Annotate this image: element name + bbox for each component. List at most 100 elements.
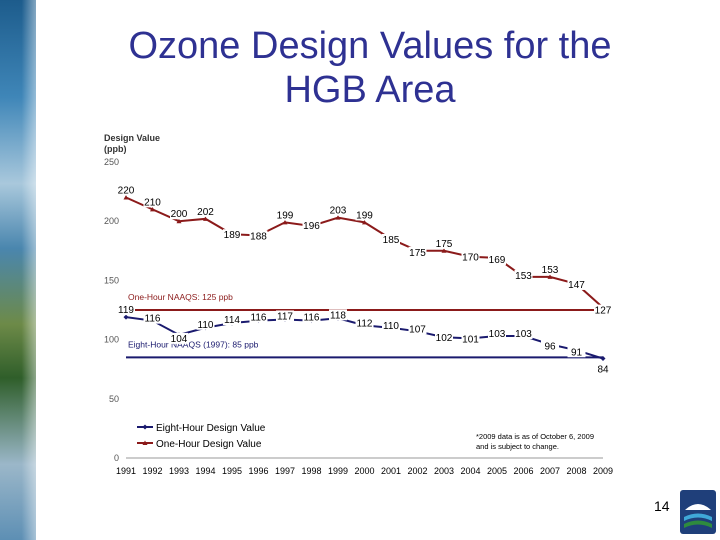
data-label-background: [461, 333, 480, 345]
data-label-background: [276, 310, 294, 322]
x-tick-label: 2001: [381, 466, 401, 476]
y-tick-label: 100: [104, 335, 119, 345]
data-label-background: [541, 263, 559, 275]
one-hour-data-label: 153: [542, 265, 559, 276]
data-label-background: [355, 317, 374, 329]
data-label-background: [461, 251, 480, 263]
eight-hour-data-label: 101: [462, 334, 479, 345]
data-label-background: [567, 346, 586, 358]
y-tick-label: 250: [104, 157, 119, 167]
eight-hour-data-label: 102: [436, 333, 453, 344]
data-label-background: [594, 304, 612, 316]
eight-hour-data-label: 110: [383, 321, 399, 332]
data-label-background: [514, 269, 533, 281]
data-label-background: [567, 278, 586, 290]
x-tick-label: 2005: [487, 466, 507, 476]
one-hour-data-label: 189: [224, 230, 241, 241]
one-hour-point: [203, 216, 208, 221]
one-hour-data-label: 185: [383, 235, 400, 246]
y-tick-label: 200: [104, 216, 119, 226]
one-hour-data-label: 220: [118, 186, 135, 197]
y-tick-label: 0: [114, 453, 119, 463]
eight-hour-data-label: 116: [304, 313, 320, 324]
one-hour-point: [123, 195, 129, 200]
x-tick-label: 2008: [566, 466, 586, 476]
eight-hour-data-label: 112: [357, 318, 373, 329]
one-hour-point: [150, 206, 155, 212]
one-hour-point: [282, 219, 288, 225]
eight-hour-point: [123, 314, 129, 320]
one-hour-data-label: 169: [489, 255, 506, 266]
one-hour-point: [176, 218, 182, 224]
data-label-background: [196, 205, 215, 217]
data-label-background: [196, 318, 215, 330]
data-label-background: [435, 237, 453, 249]
eight-hour-data-label: 103: [489, 329, 506, 340]
page-number: 14: [654, 498, 670, 514]
data-label-background: [223, 314, 241, 326]
slide-title-line2: HGB Area: [284, 69, 456, 111]
x-tick-label: 1992: [142, 466, 162, 476]
eight-hour-data-label: 107: [409, 324, 426, 335]
data-label-background: [249, 230, 268, 242]
reference-line-label: One-Hour NAAQS: 125 ppb: [128, 292, 233, 302]
legend-entry: One-Hour Design Value: [156, 439, 262, 450]
side-photo-panel: [0, 0, 36, 540]
y-tick-label: 50: [109, 394, 119, 404]
data-label-background: [143, 196, 162, 208]
x-tick-label: 1991: [116, 466, 136, 476]
eight-hour-data-label: 104: [171, 334, 188, 345]
x-tick-label: 1993: [169, 466, 189, 476]
x-tick-label: 1994: [195, 466, 215, 476]
one-hour-data-label: 199: [277, 210, 294, 221]
y-axis-label-line2: (ppb): [104, 144, 127, 154]
footnote-line2: and is subject to change.: [476, 442, 559, 451]
eight-hour-data-label: 91: [571, 347, 583, 358]
footnote-line1: *2009 data is as of October 6, 2009: [476, 432, 594, 441]
eight-hour-point: [600, 356, 606, 362]
data-label-background: [249, 311, 268, 323]
x-tick-label: 1997: [275, 466, 295, 476]
data-label-background: [302, 219, 321, 231]
slide-title-line1: Ozone Design Values for the: [128, 25, 612, 67]
x-tick-label: 2007: [540, 466, 560, 476]
data-label-background: [435, 332, 453, 344]
one-hour-data-label: 210: [144, 197, 161, 208]
legend-marker: [142, 440, 148, 445]
slide-title: Ozone Design Values for the HGB Area: [60, 24, 680, 112]
one-hour-data-label: 127: [595, 306, 612, 317]
reference-line-label: Eight-Hour NAAQS (1997): 85 ppb: [128, 339, 259, 349]
eight-hour-data-label: 116: [251, 313, 267, 324]
eight-hour-data-label: 116: [145, 314, 161, 325]
eight-hour-data-label: 118: [330, 310, 346, 321]
one-hour-data-label: 147: [568, 280, 585, 291]
data-label-background: [541, 340, 559, 352]
one-hour-data-label: 196: [303, 221, 320, 232]
data-label-background: [408, 246, 427, 258]
data-label-background: [117, 184, 135, 196]
one-hour-data-label: 188: [250, 231, 267, 242]
data-label-background: [329, 204, 347, 216]
one-hour-point: [362, 219, 367, 225]
data-label-background: [117, 304, 135, 316]
x-tick-label: 1996: [248, 466, 268, 476]
x-tick-label: 2006: [513, 466, 533, 476]
eight-hour-data-label: 114: [224, 315, 240, 326]
legend-marker: [142, 424, 148, 430]
data-label-background: [170, 332, 188, 344]
one-hour-point: [547, 274, 553, 279]
data-label-background: [170, 208, 188, 220]
one-hour-data-label: 200: [171, 209, 188, 220]
agency-logo: [680, 490, 716, 534]
one-hour-data-label: 202: [197, 207, 214, 218]
data-label-background: [408, 323, 427, 335]
data-label-background: [223, 229, 241, 241]
data-label-background: [594, 363, 612, 375]
one-hour-data-label: 199: [356, 210, 373, 221]
y-tick-label: 150: [104, 275, 119, 285]
data-label-background: [302, 311, 321, 323]
x-tick-label: 1998: [301, 466, 321, 476]
eight-hour-data-label: 96: [544, 341, 556, 352]
one-hour-data-label: 175: [436, 239, 453, 250]
